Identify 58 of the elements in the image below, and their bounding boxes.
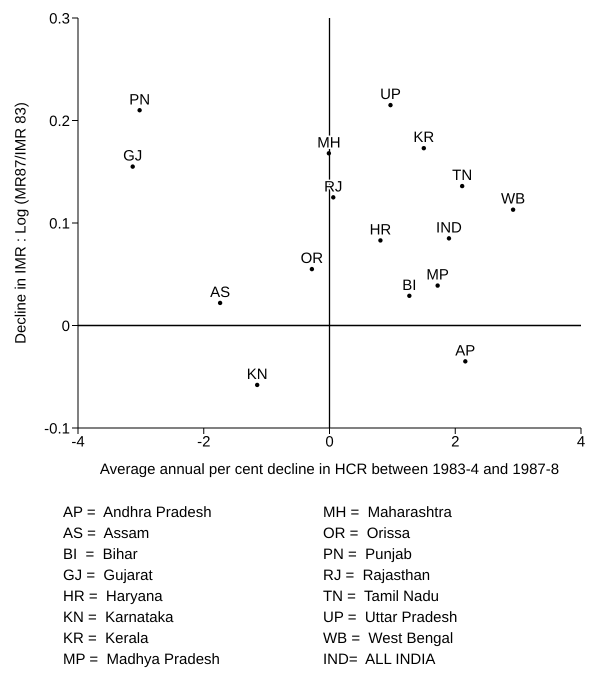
point (422, 146, 426, 150)
point (463, 359, 468, 364)
x-tick-label: 4 (576, 434, 586, 451)
text: TN = Tamil Nadu (323, 587, 440, 607)
text: KN (246, 366, 268, 383)
text: AS = Assam (63, 524, 150, 544)
text: GJ (123, 148, 142, 165)
text: UP = Uttar Pradesh (323, 608, 458, 628)
x-tick-label: -2 (197, 434, 210, 451)
point (446, 236, 452, 241)
text: WB (501, 190, 526, 208)
text: BI = Bihar (63, 545, 139, 565)
text: PN (129, 91, 150, 108)
text: AS (210, 284, 230, 301)
y-tick-label: 0 (62, 318, 70, 335)
point (326, 151, 332, 156)
y-tick-label: 0.3 (49, 10, 70, 28)
text: TN (452, 167, 472, 184)
text: HR = Haryana (63, 587, 164, 607)
text: AP = Andhra Pradesh (63, 503, 213, 523)
text: KR = Kerala (63, 629, 150, 649)
text: UP (380, 86, 401, 104)
y-tick-label: 0.2 (49, 112, 70, 130)
point (310, 266, 314, 272)
point (510, 207, 516, 212)
text: BI (402, 276, 416, 294)
point (254, 382, 260, 388)
point (130, 164, 135, 169)
point (460, 184, 464, 188)
text: MH = Maharashtra (323, 503, 453, 523)
text: KR (413, 129, 434, 146)
point (407, 294, 412, 298)
text: PN = Punjab (323, 545, 413, 565)
point (388, 102, 393, 108)
point (331, 195, 336, 200)
x-tick-label: 2 (451, 434, 460, 451)
y-tick-label: -0.1 (44, 420, 70, 438)
text: IND (436, 219, 462, 236)
text: GJ = Gujarat (63, 566, 154, 586)
text: OR (300, 250, 324, 268)
text: OR = Orissa (323, 524, 412, 544)
y-tick-label: 0.1 (49, 215, 70, 232)
text: WB = West Bengal (323, 629, 454, 649)
x-tick-label: 0 (325, 434, 334, 451)
point (378, 238, 383, 243)
text: IND= ALL INDIA (323, 650, 436, 670)
text: RJ = Rajasthan (323, 566, 432, 586)
point (137, 108, 142, 112)
point (218, 300, 222, 306)
y-axis-title: Decline in IMR : Log (MR87/IMR 83) (12, 102, 30, 344)
point (435, 283, 440, 288)
text: MP = Madhya Pradesh (63, 650, 221, 670)
text: AP (455, 342, 476, 360)
text: HR (370, 221, 392, 238)
x-tick-label: -4 (71, 434, 85, 451)
text: KN = Karnataka (63, 608, 174, 628)
text: MP (426, 266, 449, 284)
x-axis-title: Average annual per cent decline in HCR between 1983-4 and 1987-8 (100, 461, 560, 478)
